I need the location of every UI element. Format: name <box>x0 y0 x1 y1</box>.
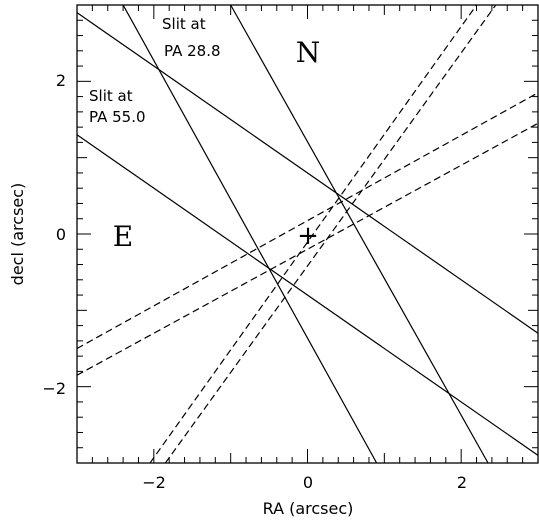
x-tick-label: 2 <box>457 473 467 492</box>
x-axis-label: RA (arcsec) <box>263 499 354 518</box>
slit-lines <box>77 5 538 463</box>
dashed-slit-line-5 <box>164 5 497 463</box>
y-axis-label: decl (arcsec) <box>8 183 27 286</box>
axis-ticks <box>77 5 538 463</box>
slit-label-pa55: PA 55.0 <box>89 108 146 126</box>
solid-slit-line-3 <box>77 134 538 456</box>
x-tick-label: 0 <box>303 473 313 492</box>
slit-label-pa28: Slit at <box>162 15 206 33</box>
solid-slit-line-1 <box>230 5 489 463</box>
dashed-slit-line-4 <box>149 5 478 463</box>
center-marker: + <box>297 221 319 251</box>
slit-label-pa28: PA 28.8 <box>164 42 221 60</box>
solid-slit-line-0 <box>122 5 378 463</box>
y-tick-label: 0 <box>56 225 66 244</box>
slit-label-pa55: Slit at <box>89 87 133 105</box>
east-label: E <box>113 220 133 253</box>
x-tick-label: −2 <box>142 473 166 492</box>
north-label: N <box>296 36 321 69</box>
solid-slit-line-2 <box>77 12 538 334</box>
y-tick-label: −2 <box>42 379 66 398</box>
y-tick-label: 2 <box>56 71 66 90</box>
